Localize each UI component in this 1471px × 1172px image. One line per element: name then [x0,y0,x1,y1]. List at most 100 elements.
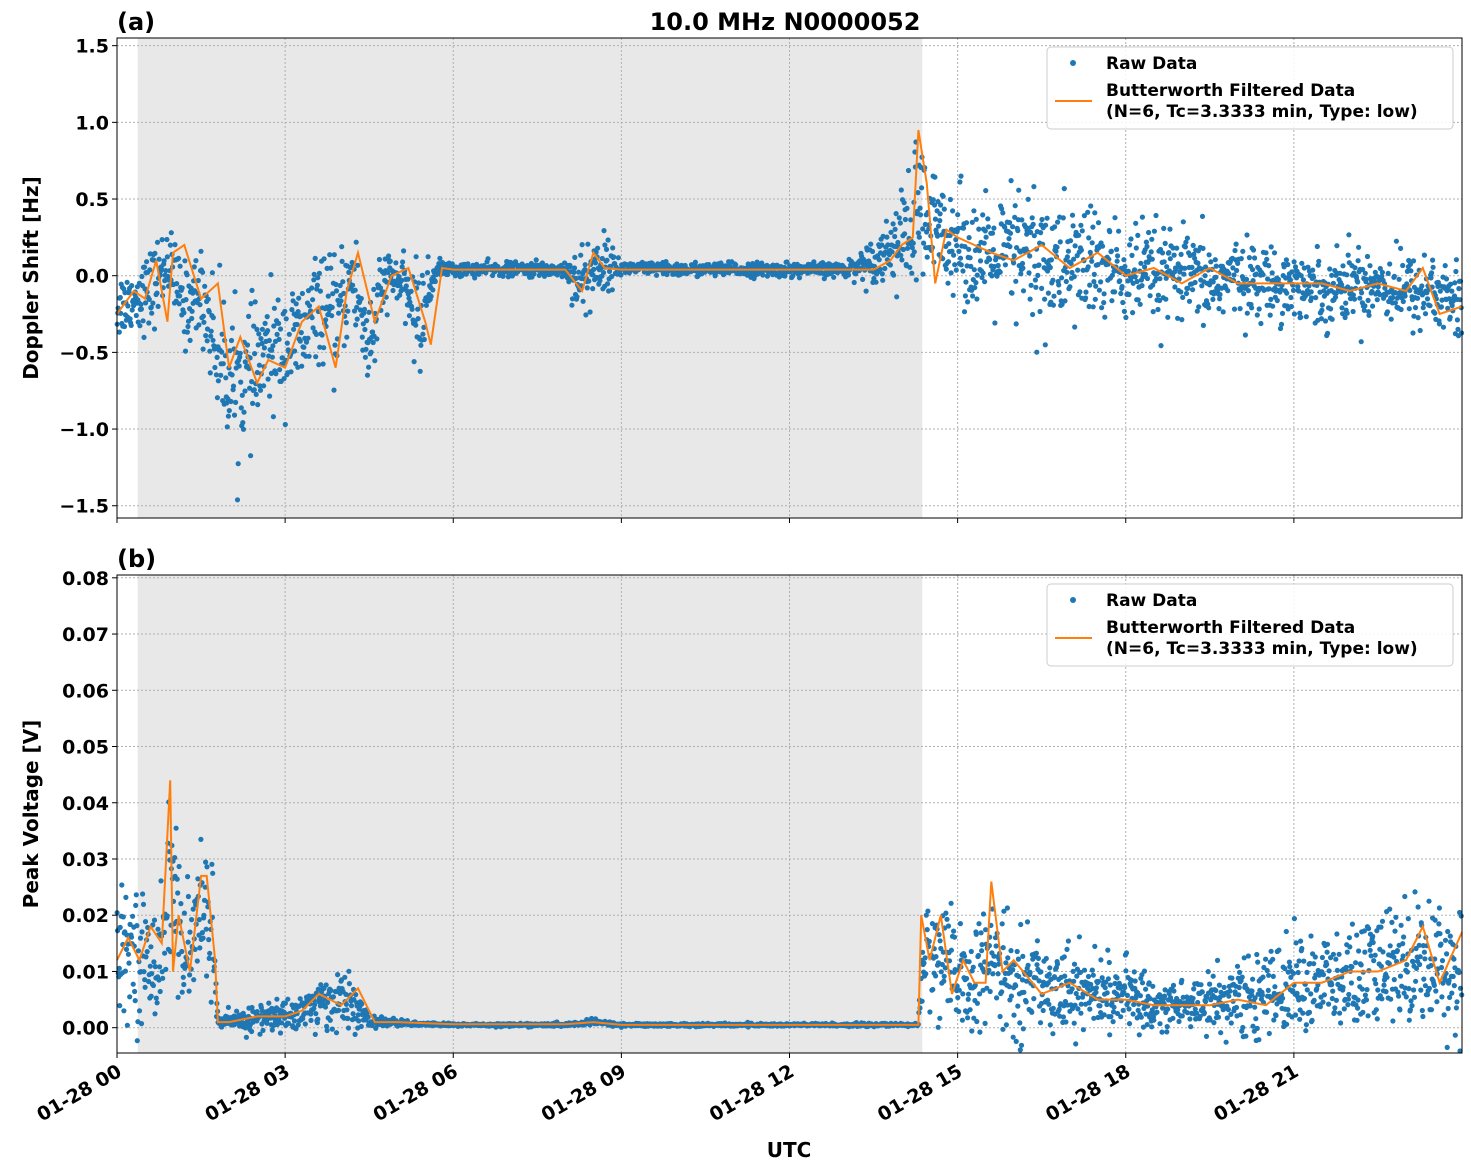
raw-data-point [291,1018,298,1024]
raw-data-point [274,996,280,1002]
raw-data-point [1011,1012,1017,1018]
raw-data-point [336,1007,342,1013]
raw-data-point [1110,1019,1116,1025]
raw-data-point [1070,223,1076,229]
raw-data-point [1407,261,1413,267]
raw-data-point [1092,296,1098,302]
raw-data-point [1027,296,1033,302]
raw-data-point [423,302,429,308]
raw-data-point [1304,969,1310,976]
raw-data-point [1040,1007,1046,1014]
raw-data-point [1266,286,1272,292]
raw-data-point [1146,229,1152,236]
raw-data-point [1189,264,1195,270]
raw-data-point [1410,330,1416,336]
panel-a-legend-raw-marker [1070,60,1076,66]
raw-data-point [143,300,149,306]
raw-data-point [249,379,255,385]
raw-data-point [1035,272,1041,278]
raw-data-point [1217,291,1223,298]
raw-data-point [1067,284,1073,290]
raw-data-point [896,215,902,221]
raw-data-point [1422,311,1429,317]
raw-data-point [1037,308,1043,315]
raw-data-point [333,288,340,294]
raw-data-point [149,310,155,316]
raw-data-point [922,955,928,961]
raw-data-point [1283,257,1289,263]
raw-data-point [141,264,148,270]
raw-data-point [1297,1016,1303,1022]
raw-data-point [980,911,987,917]
raw-data-point [1379,273,1385,279]
raw-data-point [154,1000,160,1006]
raw-data-point [203,926,209,932]
raw-data-point [157,988,163,995]
raw-data-point [580,298,586,304]
raw-data-point [1042,296,1048,302]
raw-data-point [1281,264,1287,270]
raw-data-point [281,376,287,382]
raw-data-point [1025,962,1031,968]
raw-data-point [957,179,963,185]
raw-data-point [1069,986,1075,992]
raw-data-point [1006,984,1013,990]
raw-data-point [1002,976,1008,983]
raw-data-point [1034,938,1040,944]
raw-data-point [1298,273,1304,279]
raw-data-point [485,256,491,262]
raw-data-point [1284,1021,1290,1027]
raw-data-point [1095,262,1101,268]
raw-data-point [1093,283,1099,289]
raw-data-point [1139,283,1145,289]
raw-data-point [615,255,622,261]
raw-data-point [1361,307,1367,313]
raw-data-point [1142,264,1148,270]
raw-data-point [1087,249,1093,255]
raw-data-point [310,325,316,331]
raw-data-point [1212,257,1218,263]
raw-data-point [890,221,896,227]
raw-data-point [318,982,324,988]
raw-data-point [339,258,345,264]
raw-data-point [1047,264,1053,271]
raw-data-point [179,989,185,995]
raw-data-point [1167,226,1173,232]
raw-data-point [120,914,126,920]
raw-data-point [285,996,291,1002]
raw-data-point [187,972,193,978]
raw-data-point [604,281,611,287]
raw-data-point [1183,290,1190,297]
raw-data-point [933,954,939,960]
raw-data-point [1013,1038,1019,1044]
raw-data-point [159,237,165,243]
raw-data-point [177,263,183,269]
raw-data-point [1191,986,1197,992]
raw-data-point [1157,1021,1163,1027]
raw-data-point [1447,314,1453,320]
raw-data-point [343,1001,349,1007]
raw-data-point [1127,242,1133,248]
raw-data-point [965,1015,971,1021]
raw-data-point [1020,265,1026,271]
raw-data-point [1098,279,1104,285]
raw-data-point [346,968,352,974]
raw-data-point [1304,987,1310,993]
raw-data-point [310,297,316,303]
raw-data-point [175,890,181,896]
raw-data-point [1144,275,1151,282]
raw-data-point [904,205,910,211]
raw-data-point [1235,260,1241,266]
raw-data-point [218,372,224,378]
raw-data-point [590,272,596,278]
raw-data-point [182,348,189,354]
raw-data-point [1137,301,1143,307]
raw-data-point [1285,261,1291,268]
raw-data-point [345,308,351,314]
raw-data-point [1086,235,1092,241]
raw-data-point [353,322,359,328]
raw-data-point [1187,1016,1193,1022]
raw-data-point [1039,285,1045,291]
raw-data-point [1123,968,1129,974]
raw-data-point [1008,178,1014,184]
